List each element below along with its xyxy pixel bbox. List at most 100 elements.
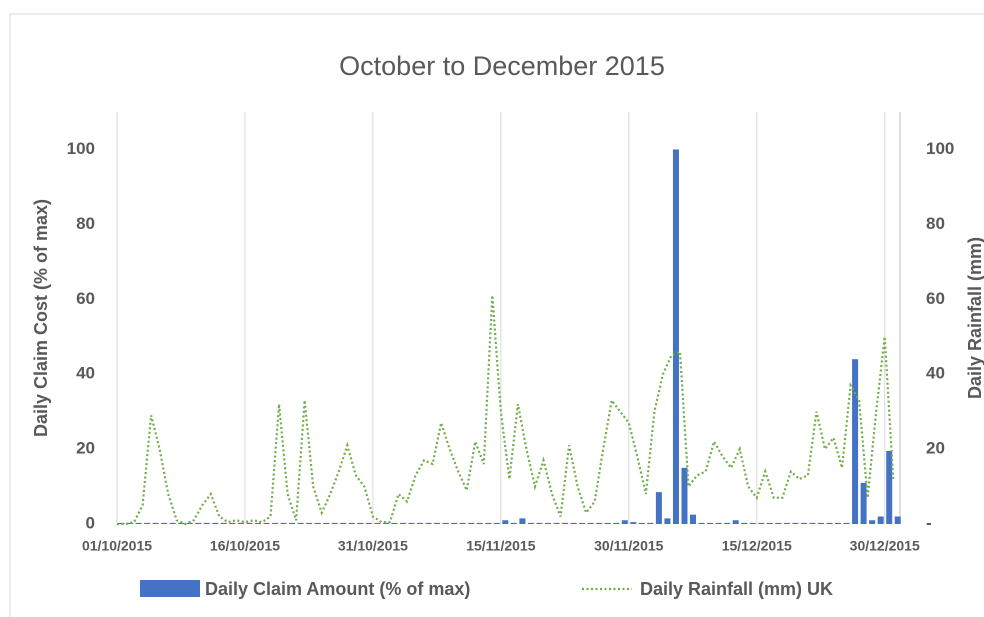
bar xyxy=(877,516,884,524)
bar xyxy=(775,522,782,524)
bar xyxy=(135,522,142,524)
bar xyxy=(331,522,338,524)
bar xyxy=(408,522,415,524)
bar xyxy=(817,522,824,524)
y-tick-label: 20 xyxy=(76,439,95,458)
bar xyxy=(579,522,586,524)
bar xyxy=(391,522,398,524)
bar xyxy=(451,522,458,524)
bar xyxy=(374,522,381,524)
x-tick-label: 16/10/2015 xyxy=(210,538,280,554)
bar xyxy=(493,522,500,524)
bar xyxy=(468,522,475,524)
bar xyxy=(587,522,594,524)
y2-tick-label: 40 xyxy=(926,364,945,383)
rainfall-line xyxy=(117,295,895,526)
bar xyxy=(306,522,313,524)
bar xyxy=(553,522,560,524)
bar xyxy=(417,522,424,524)
bar xyxy=(280,522,287,524)
bar xyxy=(272,522,279,524)
bar xyxy=(562,522,569,524)
bar xyxy=(732,520,739,524)
bar xyxy=(203,522,210,524)
bar xyxy=(835,522,842,524)
bar xyxy=(297,522,304,524)
bar xyxy=(681,467,688,524)
bar xyxy=(212,522,219,524)
bar xyxy=(152,522,159,524)
bar xyxy=(886,450,893,524)
x-tick-label: 31/10/2015 xyxy=(338,538,408,554)
y2-axis-label: Daily Rainfall (mm) xyxy=(965,237,984,399)
bar xyxy=(237,522,244,524)
bar xyxy=(707,522,714,524)
y2-tick-label: 20 xyxy=(926,439,945,458)
bar xyxy=(869,520,876,524)
bar xyxy=(229,522,236,524)
x-tick-label: 15/11/2015 xyxy=(466,538,536,554)
bar xyxy=(323,522,330,524)
bar xyxy=(289,522,296,524)
bar xyxy=(161,522,168,524)
bar xyxy=(442,522,449,524)
bar xyxy=(169,522,176,524)
bar xyxy=(800,522,807,524)
bar xyxy=(348,522,355,524)
bar xyxy=(195,522,202,524)
bar xyxy=(476,522,483,524)
y-tick-label: 80 xyxy=(76,214,95,233)
bar xyxy=(246,522,253,524)
bar xyxy=(724,522,731,524)
bar xyxy=(527,522,534,524)
bar xyxy=(434,522,441,524)
y-tick-label: 0 xyxy=(86,513,95,532)
y2-tick-label: 60 xyxy=(926,289,945,308)
bar xyxy=(741,522,748,524)
bar xyxy=(254,522,261,524)
bar xyxy=(664,518,671,524)
bar xyxy=(382,522,389,524)
bar xyxy=(425,522,432,524)
bar xyxy=(459,522,466,524)
bar xyxy=(621,520,628,524)
bar xyxy=(630,522,637,524)
bar xyxy=(220,522,227,524)
y2-tick-label: 100 xyxy=(926,139,954,158)
legend-swatch xyxy=(140,580,200,597)
chart-border xyxy=(9,13,984,617)
legend-label: Daily Rainfall (mm) UK xyxy=(640,579,833,599)
bar xyxy=(758,522,765,524)
bar xyxy=(510,522,517,524)
bar xyxy=(690,514,697,524)
bar xyxy=(186,522,193,524)
bar xyxy=(340,522,347,524)
bar xyxy=(715,522,722,524)
x-tick-label: 01/10/2015 xyxy=(82,538,152,554)
bar xyxy=(672,149,679,525)
bar xyxy=(604,522,611,524)
bar xyxy=(638,522,645,524)
y-tick-label: 40 xyxy=(76,364,95,383)
bar xyxy=(655,492,662,524)
bar xyxy=(809,522,816,524)
bar xyxy=(843,522,850,524)
bar xyxy=(613,522,620,524)
bar xyxy=(127,522,134,524)
bar xyxy=(399,522,406,524)
bar xyxy=(749,522,756,524)
bar xyxy=(792,522,799,524)
x-tick-label: 30/11/2015 xyxy=(594,538,664,554)
bar xyxy=(766,522,773,524)
bar xyxy=(698,522,705,524)
bar xyxy=(485,522,492,524)
bar xyxy=(894,516,901,524)
bar xyxy=(536,522,543,524)
bar xyxy=(852,359,859,524)
bar xyxy=(570,522,577,524)
x-tick-label: 15/12/2015 xyxy=(722,538,792,554)
chart-title: October to December 2015 xyxy=(339,51,665,81)
bar xyxy=(178,522,185,524)
bar xyxy=(596,522,603,524)
